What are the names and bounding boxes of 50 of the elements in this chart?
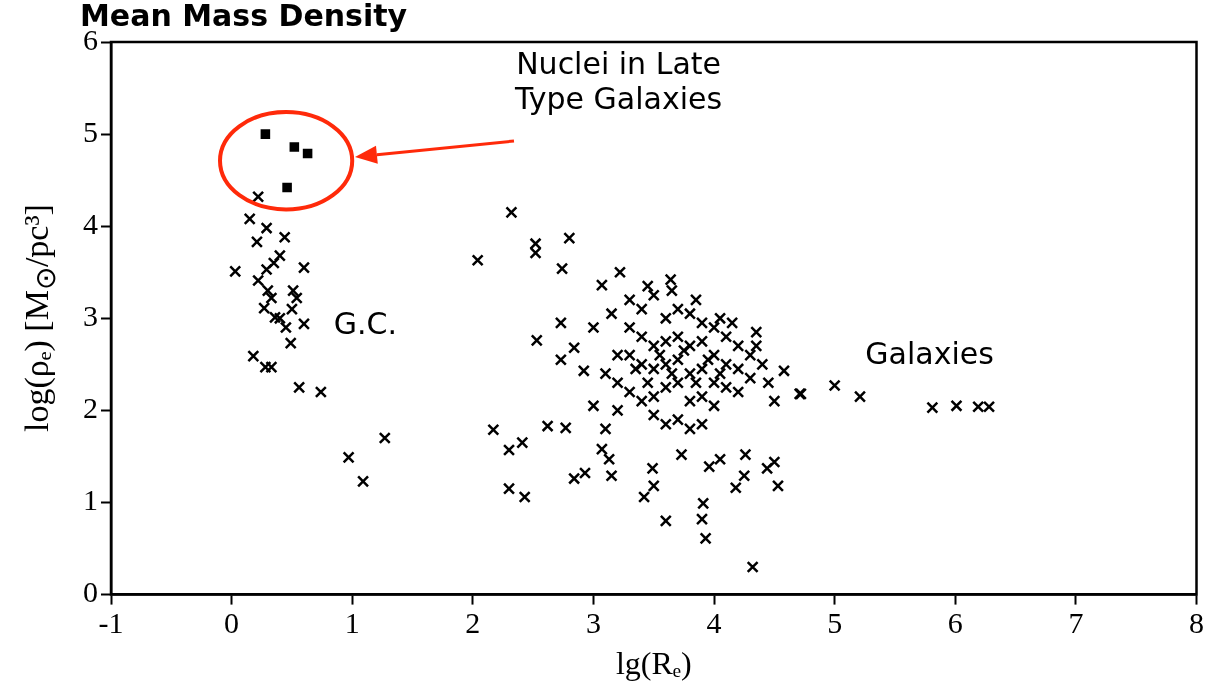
x-tick-label: 1 — [344, 606, 360, 640]
point — [356, 475, 370, 488]
x-tick-label: 0 — [224, 606, 240, 640]
point — [273, 312, 287, 325]
x-axis-title: lg(Rₑ) — [615, 645, 692, 682]
point — [243, 212, 256, 226]
point — [314, 385, 328, 399]
y-tick-label: 2 — [83, 391, 98, 425]
point — [268, 311, 282, 324]
point — [297, 317, 311, 331]
point — [292, 381, 306, 394]
x-tick-label: 2 — [465, 606, 481, 640]
point — [251, 190, 265, 203]
point — [282, 182, 292, 193]
x-tick-label: 5 — [827, 606, 843, 640]
x-tick-label: 6 — [947, 606, 963, 640]
point — [378, 431, 391, 445]
point — [267, 256, 281, 270]
y-tick-label: 0 — [83, 575, 98, 609]
x-tick-label: 7 — [1068, 606, 1084, 640]
point — [273, 249, 287, 262]
x-tick-label: 3 — [585, 606, 601, 640]
point — [342, 451, 355, 464]
point — [260, 129, 271, 139]
series-label: Galaxies — [864, 335, 995, 371]
x-tick-label: -1 — [98, 606, 124, 640]
x-tick-label: 8 — [1189, 606, 1204, 640]
point — [265, 360, 278, 374]
text: Nuclei in Late Type Galaxies — [514, 45, 724, 116]
point — [302, 148, 313, 159]
y-tick-label: 3 — [83, 299, 98, 333]
point — [260, 263, 273, 276]
point — [285, 302, 299, 316]
point — [251, 274, 265, 287]
point — [278, 231, 291, 244]
x-tick-label: 4 — [706, 606, 722, 640]
point — [257, 301, 271, 315]
y-tick-label: 4 — [83, 207, 98, 241]
point — [297, 261, 311, 274]
y-tick-label: 5 — [83, 114, 98, 148]
point — [229, 265, 242, 278]
point — [250, 235, 264, 249]
point — [279, 321, 293, 334]
point — [284, 336, 297, 350]
point — [289, 142, 300, 152]
y-tick-label: 1 — [83, 483, 98, 517]
point — [260, 221, 273, 235]
point — [259, 360, 272, 374]
point — [247, 349, 260, 363]
series-label: G.C. — [332, 305, 398, 341]
